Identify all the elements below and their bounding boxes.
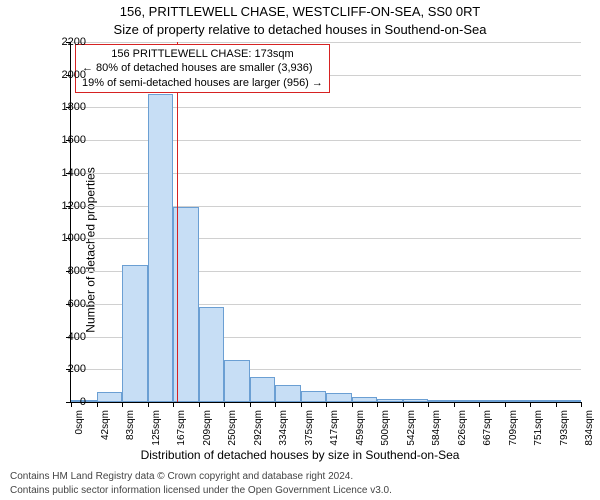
xtick-label: 42sqm (100, 410, 111, 440)
histogram-bar (505, 400, 531, 402)
reference-line (177, 42, 179, 402)
annotation-line: 19% of semi-detached houses are larger (… (82, 76, 323, 90)
xtick-label: 292sqm (253, 410, 264, 446)
histogram-bar (403, 399, 429, 402)
xtick-label: 250sqm (227, 410, 238, 446)
ytick-label: 400 (46, 331, 86, 343)
xtick-label: 0sqm (74, 410, 85, 434)
ytick-label: 600 (46, 298, 86, 310)
xtick-mark (479, 402, 480, 407)
xtick-mark (148, 402, 149, 407)
chart-container: 156, PRITTLEWELL CHASE, WESTCLIFF-ON-SEA… (0, 0, 600, 500)
ytick-label: 1200 (46, 200, 86, 212)
histogram-bar (454, 400, 480, 402)
histogram-bar (530, 400, 556, 402)
xtick-label: 125sqm (151, 410, 162, 446)
histogram-bar (301, 391, 327, 402)
xtick-label: 334sqm (278, 410, 289, 446)
xtick-mark (428, 402, 429, 407)
annotation-line: ← 80% of detached houses are smaller (3,… (82, 61, 323, 75)
xtick-mark (224, 402, 225, 407)
histogram-bar (556, 400, 582, 402)
histogram-bar (377, 399, 403, 402)
histogram-bar (326, 393, 352, 402)
histogram-bar (250, 377, 276, 402)
xtick-label: 542sqm (406, 410, 417, 446)
ytick-label: 2200 (46, 36, 86, 48)
footer-line-2: Contains public sector information licen… (10, 485, 392, 496)
xtick-mark (403, 402, 404, 407)
xtick-mark (454, 402, 455, 407)
ytick-label: 1600 (46, 134, 86, 146)
xtick-mark (352, 402, 353, 407)
xtick-mark (505, 402, 506, 407)
xtick-label: 667sqm (482, 410, 493, 446)
plot-area: 156 PRITTLEWELL CHASE: 173sqm← 80% of de… (70, 42, 581, 403)
xtick-label: 500sqm (380, 410, 391, 446)
xtick-label: 375sqm (304, 410, 315, 446)
ytick-label: 1800 (46, 101, 86, 113)
xtick-label: 417sqm (329, 410, 340, 446)
xtick-label: 626sqm (457, 410, 468, 446)
xtick-label: 167sqm (176, 410, 187, 446)
xtick-label: 834sqm (584, 410, 595, 446)
xtick-label: 793sqm (559, 410, 570, 446)
chart-title-sub: Size of property relative to detached ho… (0, 22, 600, 37)
xtick-mark (581, 402, 582, 407)
histogram-bar (428, 400, 454, 402)
ytick-label: 0 (46, 396, 86, 408)
xtick-label: 709sqm (508, 410, 519, 446)
xtick-label: 584sqm (431, 410, 442, 446)
ytick-label: 800 (46, 265, 86, 277)
xtick-label: 209sqm (202, 410, 213, 446)
chart-title-main: 156, PRITTLEWELL CHASE, WESTCLIFF-ON-SEA… (0, 4, 600, 19)
histogram-bar (479, 400, 505, 402)
histogram-bar (352, 397, 378, 402)
ytick-label: 200 (46, 363, 86, 375)
histogram-bar (97, 392, 123, 402)
xtick-mark (556, 402, 557, 407)
ytick-label: 1400 (46, 167, 86, 179)
xtick-label: 459sqm (355, 410, 366, 446)
xtick-label: 751sqm (533, 410, 544, 446)
footer-line-1: Contains HM Land Registry data © Crown c… (10, 471, 353, 482)
xtick-mark (530, 402, 531, 407)
ytick-label: 2000 (46, 69, 86, 81)
xtick-mark (199, 402, 200, 407)
histogram-bar (224, 360, 250, 402)
histogram-bar (199, 307, 225, 402)
xtick-mark (326, 402, 327, 407)
histogram-bar (275, 385, 301, 402)
histogram-bar (122, 265, 148, 402)
histogram-bar (148, 94, 174, 402)
annotation-box: 156 PRITTLEWELL CHASE: 173sqm← 80% of de… (75, 44, 330, 93)
xtick-mark (301, 402, 302, 407)
xtick-mark (173, 402, 174, 407)
x-axis-label: Distribution of detached houses by size … (0, 448, 600, 462)
xtick-label: 83sqm (125, 410, 136, 440)
ytick-label: 1000 (46, 232, 86, 244)
xtick-mark (377, 402, 378, 407)
xtick-mark (97, 402, 98, 407)
xtick-mark (250, 402, 251, 407)
xtick-mark (122, 402, 123, 407)
gridline (71, 42, 581, 43)
xtick-mark (275, 402, 276, 407)
annotation-line: 156 PRITTLEWELL CHASE: 173sqm (82, 47, 323, 61)
